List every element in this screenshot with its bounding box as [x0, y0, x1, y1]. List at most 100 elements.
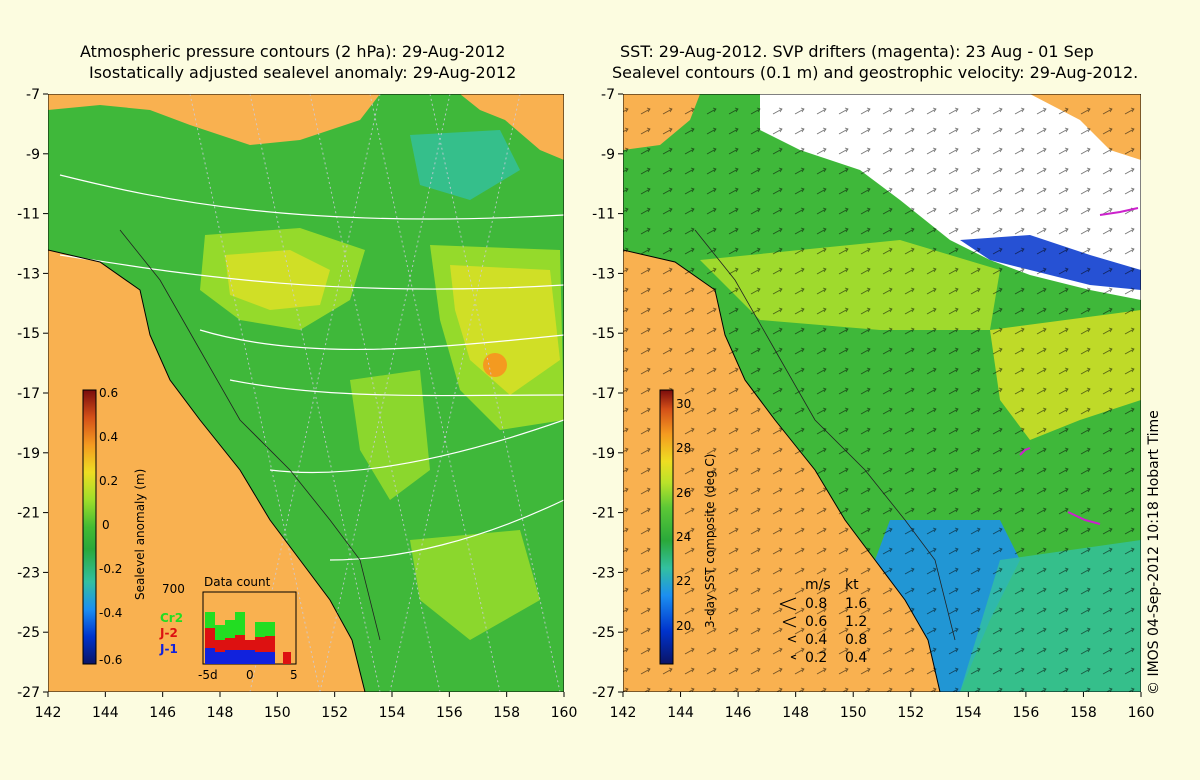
velocity-legend-arrow-2: [787, 635, 797, 643]
left-lon-tick-label: 148: [207, 705, 234, 721]
right-map: [623, 94, 1141, 692]
right-lon-tick-label: 148: [782, 705, 809, 721]
left-title-line2: Isostatically adjusted sealevel anomaly:…: [89, 63, 517, 82]
left-lat-tick-label: -25: [17, 625, 40, 641]
left-lat-tick-label: -23: [17, 565, 40, 581]
right-lat-tick-label: -27: [592, 685, 615, 701]
left-lon-tick-label: 160: [551, 705, 578, 721]
left-lon-tick-label: 144: [92, 705, 119, 721]
left-anomaly-peak-east: [450, 265, 560, 395]
right-colorbar-label: 3-day SST composite (deg C): [703, 454, 717, 628]
right-lon-tick-label: 160: [1128, 705, 1155, 721]
left-lat-tick-label: -15: [17, 326, 40, 342]
right-lat-tick-label: -15: [592, 326, 615, 342]
right-drifter-track-1: [1067, 511, 1101, 525]
data-count-inset: Data count 700 Cr2 J-2: [159, 575, 298, 682]
right-lon-tick-label: 144: [667, 705, 694, 721]
right-lat-tick-label: -19: [592, 446, 615, 462]
right-lon-tick-label: 146: [725, 705, 752, 721]
left-colorbar: 0.6 0.4 0.2 0 -0.2 -0.4 -0.6 Sealevel an…: [82, 386, 147, 667]
data-count-series-j1: J-1: [159, 642, 178, 656]
right-velocity-field: [623, 94, 1141, 692]
left-cb-tick-1: 0.4: [99, 430, 118, 444]
right-lat-tick-label: -23: [592, 565, 615, 581]
right-lon-tick-label: 156: [1013, 705, 1040, 721]
left-coastline: [48, 249, 366, 692]
left-lat-tick-label: -19: [17, 446, 40, 462]
velocity-legend-arrow-0: [779, 597, 797, 611]
right-lat-tick-label: -21: [592, 506, 615, 522]
left-pressure-contours: [59, 174, 564, 561]
left-lon-tick-label: 150: [264, 705, 291, 721]
credit-text: © IMOS 04-Sep-2012 10:18 Hobart Time: [1146, 410, 1162, 695]
left-anomaly-mid: [350, 370, 430, 500]
velocity-legend-kt-3: 0.4: [845, 650, 867, 666]
left-lon-tick-label: 154: [379, 705, 406, 721]
velocity-legend-kt-2: 0.8: [845, 632, 867, 648]
left-lon-tick-label: 156: [436, 705, 463, 721]
right-cb-tick-1: 28: [676, 441, 691, 455]
left-altimeter-tracks: [189, 94, 561, 692]
left-cb-tick-0: 0.6: [99, 386, 118, 400]
left-title-line1: Atmospheric pressure contours (2 hPa): 2…: [80, 42, 506, 61]
velocity-legend-ms-3: 0.2: [805, 650, 827, 666]
left-anomaly-low-north: [410, 130, 520, 200]
left-land-png: [48, 94, 380, 145]
right-lon-tick-label: 150: [840, 705, 867, 721]
right-lon-tick-label: 154: [955, 705, 982, 721]
right-lon-tick-label: 158: [1070, 705, 1097, 721]
right-lat-tick-label: -11: [592, 207, 615, 223]
left-anomaly-max: [483, 353, 507, 377]
left-cb-tick-4: -0.2: [99, 562, 122, 576]
left-cb-tick-2: 0.2: [99, 474, 118, 488]
right-title-line1: SST: 29-Aug-2012. SVP drifters (magenta)…: [620, 42, 1094, 61]
velocity-legend-ms-2: 0.4: [805, 632, 827, 648]
right-cb-tick-2: 26: [676, 486, 691, 500]
left-land-islands: [460, 94, 564, 160]
left-lat-tick-label: -9: [26, 147, 40, 163]
velocity-legend-arrow-3: [790, 654, 797, 660]
left-cb-tick-5: -0.4: [99, 606, 122, 620]
right-lat-tick-label: -13: [592, 266, 615, 282]
velocity-legend-header-ms: m/s: [805, 577, 831, 593]
left-lon-tick-label: 146: [149, 705, 176, 721]
left-isobath: [119, 229, 381, 641]
right-isobath: [694, 229, 956, 641]
data-count-xtick-2: 5: [290, 668, 298, 682]
left-colorbar-scale: [82, 389, 97, 665]
velocity-legend-ms-0: 0.8: [805, 596, 827, 612]
data-count-bars: [205, 612, 291, 664]
left-cb-tick-3: 0: [102, 518, 110, 532]
left-lat-tick-label: -13: [17, 266, 40, 282]
velocity-legend: m/s kt 0.8 1.6 0.6 1.2 0.4 0.8 0.2 0.4: [779, 577, 867, 666]
data-count-series-cr2: Cr2: [160, 611, 183, 625]
right-lat-tick-label: -25: [592, 625, 615, 641]
right-lat-tick-label: -9: [601, 147, 615, 163]
left-lat-tick-label: -7: [26, 87, 40, 103]
right-drifter-track-2: [1019, 447, 1031, 456]
right-lon-tick-label: 142: [610, 705, 637, 721]
velocity-legend-kt-0: 1.6: [845, 596, 867, 612]
left-lat-tick-label: -11: [17, 207, 40, 223]
left-lat-tick-label: -21: [17, 506, 40, 522]
left-lat-tick-label: -17: [17, 386, 40, 402]
left-lon-tick-label: 142: [35, 705, 62, 721]
velocity-legend-header-kt: kt: [845, 577, 859, 593]
left-lat-tick-label: -27: [17, 685, 40, 701]
right-colorbar-scale: [659, 389, 674, 665]
left-cb-tick-6: -0.6: [99, 653, 122, 667]
data-count-title: Data count: [204, 575, 271, 589]
right-lat-tick-label: -17: [592, 386, 615, 402]
data-count-xtick-0: -5d: [198, 668, 218, 682]
right-cb-tick-5: 20: [676, 619, 691, 633]
left-colorbar-label: Sealevel anomaly (m): [133, 469, 147, 600]
right-coastline: [623, 249, 941, 692]
right-cb-tick-0: 30: [676, 397, 691, 411]
axis-ticks: 142 144 146 148 150 152 154 156 158 160 -7 -9 -11 -13…: [17, 87, 1154, 721]
data-count-max: 700: [162, 582, 185, 596]
left-lon-tick-label: 152: [321, 705, 348, 721]
right-cb-tick-4: 22: [676, 574, 691, 588]
left-lon-tick-label: 158: [493, 705, 520, 721]
right-lon-tick-label: 152: [897, 705, 924, 721]
